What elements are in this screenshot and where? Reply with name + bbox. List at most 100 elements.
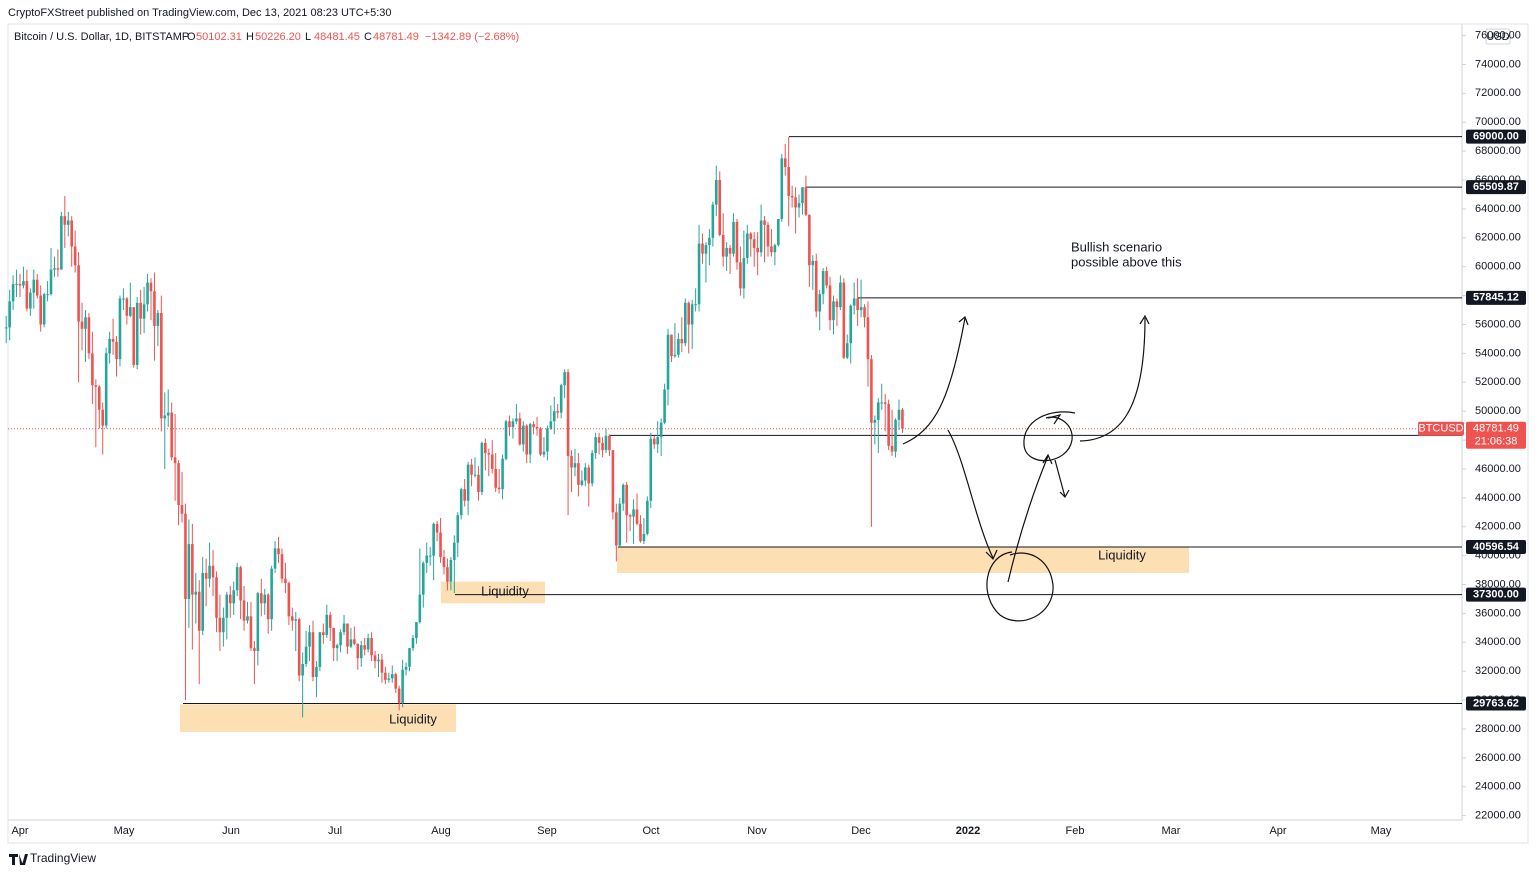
- y-tick-label: 32000.00: [1475, 665, 1521, 677]
- candle-body: [297, 619, 301, 676]
- candle-body: [118, 298, 122, 360]
- y-tick-label: 70000.00: [1475, 116, 1521, 128]
- candle-body: [366, 637, 370, 650]
- candle-body: [504, 421, 508, 459]
- candle-body: [632, 509, 635, 517]
- candle-body: [97, 386, 101, 410]
- candle-body: [170, 412, 173, 458]
- candle-body: [890, 445, 894, 452]
- annotation: possible above this: [1071, 254, 1182, 269]
- x-tick-label: Mar: [1162, 825, 1181, 837]
- candle-body: [852, 298, 856, 306]
- candle-body: [559, 385, 563, 413]
- candle-body: [463, 489, 466, 501]
- candle-body: [263, 594, 267, 604]
- zone-label: Liquidity: [1098, 547, 1146, 562]
- header-text: 48481.45: [314, 31, 360, 43]
- x-tick-label: Feb: [1066, 825, 1085, 837]
- candle-body: [390, 674, 394, 679]
- candle-body: [373, 655, 377, 662]
- candle-body: [663, 389, 666, 423]
- candle-body: [897, 409, 901, 420]
- arrow: [1007, 455, 1049, 583]
- y-tick-label: 24000.00: [1475, 781, 1521, 793]
- candle-body: [642, 533, 646, 542]
- x-tick-label: Apr: [1269, 825, 1286, 837]
- candle-body: [280, 554, 284, 579]
- header-text: Bitcoin / U.S. Dollar, 1D, BITSTAMP: [14, 31, 189, 43]
- candle-body: [801, 187, 804, 204]
- candle-body: [11, 284, 15, 302]
- candle-body: [194, 591, 198, 595]
- candle-body: [53, 268, 56, 270]
- liquidity-zone: [441, 581, 545, 604]
- candle-body: [15, 284, 18, 286]
- candle-body: [39, 295, 42, 325]
- candle-body: [294, 619, 298, 621]
- arrow-head: [1139, 314, 1150, 325]
- candle-body: [887, 403, 890, 446]
- candle-body: [166, 412, 170, 416]
- candle-body: [608, 435, 611, 451]
- candle-body: [142, 304, 146, 319]
- y-tick-label: 60000.00: [1475, 261, 1521, 273]
- candle-body: [859, 307, 863, 311]
- y-tick-label: 46000.00: [1475, 463, 1521, 475]
- candle-body: [597, 437, 601, 443]
- candle-body: [683, 302, 687, 344]
- header-text: −1342.89 (−2.68%): [425, 31, 519, 43]
- candle-body: [115, 341, 118, 360]
- candle-body: [363, 645, 366, 650]
- candle-body: [4, 327, 8, 329]
- candle-body: [139, 302, 142, 319]
- candle-body: [656, 437, 659, 445]
- candle-body: [759, 220, 763, 253]
- candle-body: [428, 555, 432, 557]
- candle-body: [411, 637, 415, 649]
- candle-body: [328, 614, 332, 628]
- candle-body: [773, 245, 777, 253]
- candle-body: [756, 247, 759, 253]
- y-tick-label: 54000.00: [1475, 347, 1521, 359]
- candle-body: [525, 425, 529, 455]
- candle-body: [845, 343, 849, 358]
- candle-body: [839, 282, 842, 308]
- candle-body: [621, 484, 625, 504]
- candle-body: [235, 567, 239, 591]
- candle-body: [718, 180, 722, 235]
- candle-body: [184, 513, 187, 599]
- y-tick-label: 76000.00: [1475, 29, 1521, 41]
- candle-body: [732, 221, 735, 254]
- candle-body: [821, 271, 825, 295]
- x-tick-label: Dec: [851, 825, 871, 837]
- candle-body: [539, 428, 542, 455]
- candle-body: [91, 353, 94, 386]
- y-tick-label: 38000.00: [1475, 578, 1521, 590]
- candle-body: [456, 515, 460, 543]
- candle-body: [666, 334, 670, 390]
- y-tick-label: 34000.00: [1475, 636, 1521, 648]
- candle-body: [590, 453, 594, 484]
- candle-body: [291, 616, 294, 621]
- currency-badge[interactable]: [1485, 28, 1511, 45]
- candle-body: [70, 220, 74, 247]
- candle-body: [701, 243, 704, 254]
- header-text: O: [187, 31, 196, 43]
- candle-body: [808, 214, 811, 266]
- level-label: 69000.00: [1473, 131, 1519, 143]
- candle-body: [787, 167, 790, 196]
- x-tick-label: Jul: [328, 825, 342, 837]
- candle-body: [873, 419, 877, 423]
- candle-body: [22, 281, 25, 286]
- candle-body: [594, 437, 597, 454]
- y-tick-label: 62000.00: [1475, 232, 1521, 244]
- candle-body: [80, 321, 84, 329]
- brand: TradingView: [30, 851, 96, 865]
- header-text: L: [305, 31, 311, 43]
- symbol-tag: [1418, 421, 1464, 436]
- candle-body: [470, 464, 473, 475]
- candle-body: [477, 474, 480, 493]
- candle-body: [135, 302, 139, 365]
- candle-body: [266, 594, 270, 620]
